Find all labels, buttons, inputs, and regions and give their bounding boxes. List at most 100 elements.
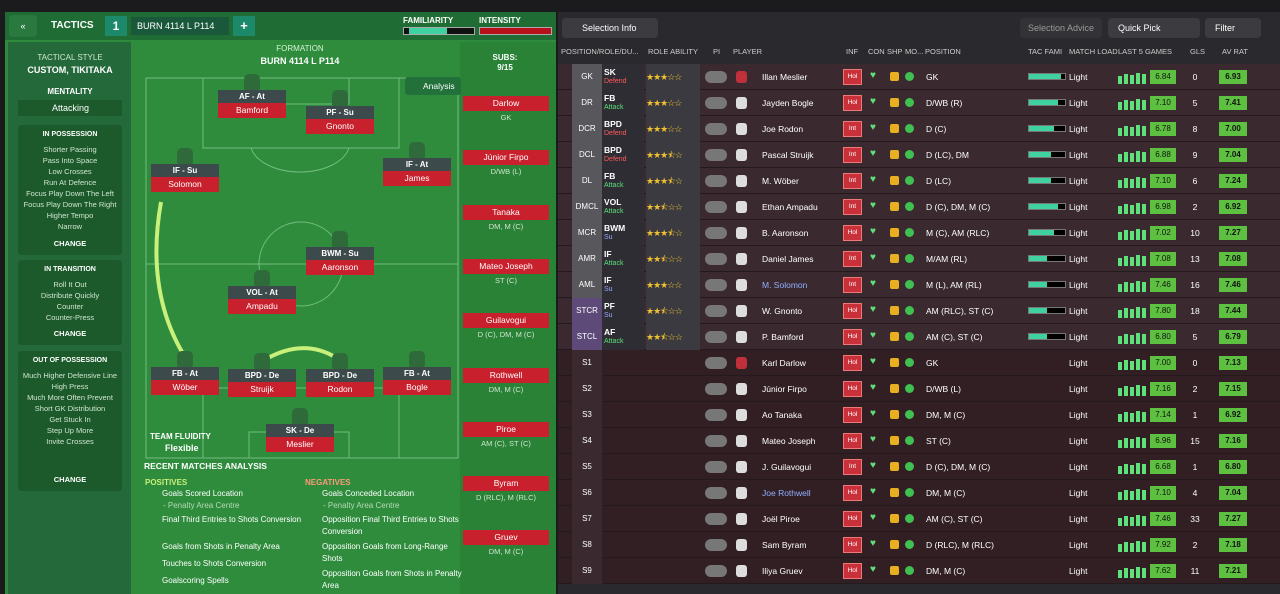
player-role[interactable]: BPD - De <box>306 369 374 382</box>
slot[interactable]: 1 <box>105 16 127 36</box>
player-name[interactable]: James <box>383 171 451 186</box>
player-name[interactable]: M. Solomon <box>762 280 808 290</box>
table-row[interactable]: GK SK Defend ★★★☆☆ Illan Meslier Hol ♥ GK Light 6… <box>558 64 1280 90</box>
sub-name[interactable]: Tanaka <box>463 204 549 220</box>
add-button[interactable]: + <box>233 16 255 36</box>
column-header[interactable]: SHP <box>887 47 903 56</box>
player-name[interactable]: Ethan Ampadu <box>762 202 818 212</box>
filter[interactable]: Filter <box>1205 18 1261 38</box>
player-role[interactable]: BWM - Su <box>306 247 374 260</box>
player-name[interactable]: Daniel James <box>762 254 814 264</box>
change-button[interactable]: CHANGE <box>53 239 87 248</box>
table-row[interactable]: S7 Joël Piroe Hol ♥ AM (C), ST (C) Light 7.46 3… <box>558 506 1280 532</box>
player-name[interactable]: Ampadu <box>228 299 296 314</box>
player-name[interactable]: Joël Piroe <box>762 514 800 524</box>
column-header[interactable]: LAST 5 GAMES <box>1118 47 1173 56</box>
player-name[interactable]: Karl Darlow <box>762 358 806 368</box>
analysis-button[interactable]: Analysis <box>405 77 461 95</box>
player-name[interactable]: P. Bamford <box>762 332 804 342</box>
table-row[interactable]: DCR BPD Defend ★★★☆☆ Joe Rodon Int ♥ D (C) Light… <box>558 116 1280 142</box>
column-header[interactable]: PI <box>713 47 721 56</box>
sub-name[interactable]: Gruev <box>463 530 549 546</box>
player-role[interactable]: BPD - De <box>228 369 296 382</box>
selection-info[interactable]: Selection Info <box>562 18 658 38</box>
player-role[interactable]: PF - Su <box>306 106 374 119</box>
player-name[interactable]: Pascal Struijk <box>762 150 814 160</box>
column-header[interactable]: ROLE ABILITY <box>648 47 699 56</box>
tactic-name[interactable]: BURN 4114 L P114 <box>131 17 229 35</box>
sub-name[interactable]: Guilavogui <box>463 313 549 329</box>
table-row[interactable]: DR FB Attack ★★★☆☆ Jayden Bogle Hol ♥ D/WB (R) L… <box>558 90 1280 116</box>
table-row[interactable]: S4 Mateo Joseph Hol ♥ ST (C) Light 6.96 15 7.16 <box>558 428 1280 454</box>
sub-name[interactable]: Darlow <box>463 96 549 111</box>
player-name[interactable]: Mateo Joseph <box>762 436 816 446</box>
analysis-title[interactable]: RECENT MATCHES ANALYSIS <box>144 461 267 471</box>
table-row[interactable]: AMR IF Attack ★★⯪☆☆ Daniel James Int ♥ M/AM (RL… <box>558 246 1280 272</box>
player-name[interactable]: Gnonto <box>306 119 374 134</box>
table-row[interactable]: S6 Joe Rothwell Hol ♥ DM, M (C) Light 7.10 4 7.0… <box>558 480 1280 506</box>
player-name[interactable]: Joe Rodon <box>762 124 804 134</box>
player-name[interactable]: Illan Meslier <box>762 72 808 82</box>
player-name[interactable]: Iliya Gruev <box>762 566 803 576</box>
player-name[interactable]: Rodon <box>306 382 374 397</box>
table-row[interactable]: DL FB Attack ★★★⯪☆ M. Wöber Int ♥ D (LC) Light 7.… <box>558 168 1280 194</box>
column-header[interactable]: TAC FAMI <box>1028 47 1063 56</box>
player-name[interactable]: Júnior Firpo <box>762 384 807 394</box>
player-name[interactable]: Sam Byram <box>762 540 807 550</box>
column-header[interactable]: AV RAT <box>1222 47 1248 56</box>
table-row[interactable]: AML IF Su ★★★☆☆ M. Solomon Int ♥ M (L), AM (RL)… <box>558 272 1280 298</box>
player-name[interactable]: W. Gnonto <box>762 306 803 316</box>
sub-name[interactable]: Mateo Joseph <box>463 258 549 274</box>
player-role[interactable]: AF - At <box>218 90 286 103</box>
column-header[interactable]: MO... <box>905 47 924 56</box>
table-row[interactable]: STCL AF Attack ★★⯪☆☆ P. Bamford Hol ♥ AM (C), S… <box>558 324 1280 350</box>
player-name[interactable]: Meslier <box>266 437 334 452</box>
change-button[interactable]: CHANGE <box>53 329 87 338</box>
table-row[interactable]: MCR BWM Su ★★★⯪☆ B. Aaronson Hol ♥ M (C), AM (R… <box>558 220 1280 246</box>
player-name[interactable]: Wöber <box>151 380 219 395</box>
column-header[interactable]: GLS <box>1190 47 1206 56</box>
column-header[interactable]: POSITION <box>925 47 961 56</box>
sub-name[interactable]: Rothwell <box>463 367 549 383</box>
player-name[interactable]: Ao Tanaka <box>762 410 803 420</box>
change-button[interactable]: CHANGE <box>53 475 87 484</box>
table-row[interactable]: S9 Iliya Gruev Hol ♥ DM, M (C) Light 7.62 11 7.2… <box>558 558 1280 584</box>
player-name[interactable]: M. Wöber <box>762 176 799 186</box>
player-role[interactable]: FB - At <box>151 367 219 380</box>
sub-name[interactable]: Byram <box>463 476 549 492</box>
back-button[interactable]: « <box>9 15 37 37</box>
table-row[interactable]: S1 Karl Darlow Hol ♥ GK Light 7.00 0 7.13 <box>558 350 1280 376</box>
player-name[interactable]: Bogle <box>383 380 451 395</box>
player-name[interactable]: Bamford <box>218 103 286 118</box>
column-header[interactable]: PLAYER <box>733 47 763 56</box>
quick-pick[interactable]: Quick Pick <box>1108 18 1200 38</box>
table-row[interactable]: DMCL VOL Attack ★★⯪☆☆ Ethan Ampadu Int ♥ D (C),… <box>558 194 1280 220</box>
table-row[interactable]: S8 Sam Byram Hol ♥ D (RLC), M (RLC) Light 7.92… <box>558 532 1280 558</box>
player-name[interactable]: J. Guilavogui <box>762 462 812 472</box>
player-role[interactable]: IF - Su <box>151 164 219 177</box>
player-name[interactable]: Jayden Bogle <box>762 98 814 108</box>
player-role[interactable]: FB - At <box>383 367 451 380</box>
column-header[interactable]: MATCH LOAD <box>1069 47 1118 56</box>
table-row[interactable]: S2 Júnior Firpo Hol ♥ D/WB (L) Light 7.16 2 7.15 <box>558 376 1280 402</box>
player-name[interactable]: Solomon <box>151 177 219 192</box>
player-role[interactable]: IF - At <box>383 158 451 171</box>
table-row[interactable]: DCL BPD Defend ★★★⯪☆ Pascal Struijk Int ♥ D (LC… <box>558 142 1280 168</box>
column-header[interactable]: POSITION/ROLE/DU... <box>561 47 639 56</box>
player-name[interactable]: B. Aaronson <box>762 228 809 238</box>
table-row[interactable]: S3 Ao Tanaka Hol ♥ DM, M (C) Light 7.14 1 6.92 <box>558 402 1280 428</box>
sub-name[interactable]: Júnior Firpo <box>463 150 549 166</box>
selection-advice[interactable]: Selection Advice <box>1020 18 1102 38</box>
column-header[interactable]: CON <box>868 47 885 56</box>
table-row[interactable]: STCR PF Su ★★⯪☆☆ W. Gnonto Hol ♥ AM (RLC), ST (… <box>558 298 1280 324</box>
formation-name[interactable]: BURN 4114 L P114 <box>260 56 340 66</box>
table-row[interactable]: S5 J. Guilavogui Int ♥ D (C), DM, M (C) Light… <box>558 454 1280 480</box>
player-name[interactable]: Aaronson <box>306 260 374 275</box>
player-role[interactable]: VOL - At <box>228 286 296 299</box>
player-name[interactable]: Struijk <box>228 382 296 397</box>
player-role[interactable]: SK - De <box>266 424 334 437</box>
mentality-select[interactable]: Attacking <box>18 100 122 116</box>
player-name[interactable]: Joe Rothwell <box>762 488 811 498</box>
column-header[interactable]: INF <box>846 47 859 56</box>
sub-name[interactable]: Piroe <box>463 421 549 437</box>
